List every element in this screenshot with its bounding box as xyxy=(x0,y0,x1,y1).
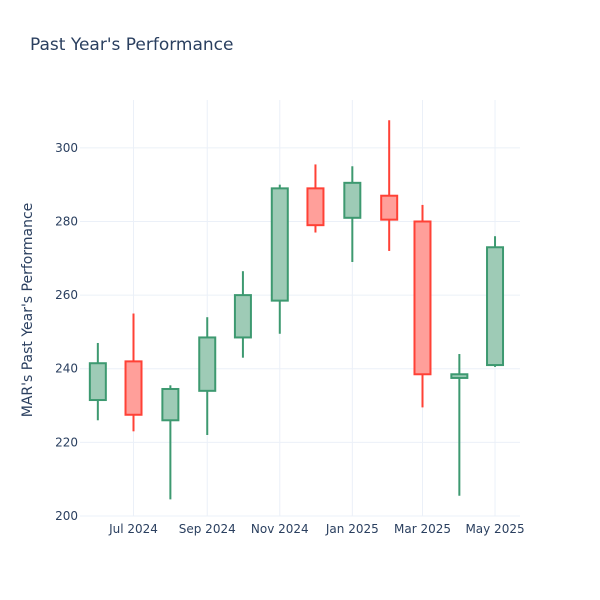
candle xyxy=(124,313,143,432)
candle xyxy=(88,342,107,421)
y-tick-label: 240 xyxy=(55,362,78,376)
candle xyxy=(450,354,469,496)
x-tick-label: Jul 2024 xyxy=(108,522,158,536)
y-tick-label: 200 xyxy=(55,509,78,523)
x-tick-label: Jan 2025 xyxy=(325,522,379,536)
candle-body xyxy=(343,181,362,219)
candle-body xyxy=(88,362,107,402)
candle-body xyxy=(450,373,469,379)
candle-body xyxy=(270,187,289,302)
x-tick-label: May 2025 xyxy=(465,522,524,536)
candle xyxy=(343,166,362,262)
y-axis-title: MAR's Past Year's Performance xyxy=(20,203,36,418)
candle-body xyxy=(380,194,399,221)
x-axis-ticks: Jul 2024 Sep 2024 Nov 2024 Jan 2025 Mar 2025… xyxy=(108,522,525,536)
candle-body xyxy=(124,360,143,416)
candle xyxy=(198,317,217,436)
candle xyxy=(413,204,432,408)
candle xyxy=(380,120,399,251)
candle xyxy=(161,385,180,500)
candle-body xyxy=(486,246,505,367)
candle-body xyxy=(161,387,180,422)
x-tick-label: Mar 2025 xyxy=(394,522,451,536)
y-tick-label: 220 xyxy=(55,435,78,449)
candle xyxy=(233,271,252,358)
candle xyxy=(270,184,289,334)
y-tick-label: 300 xyxy=(55,141,78,155)
candle-body xyxy=(198,336,217,392)
candle-body xyxy=(413,220,432,376)
x-tick-label: Sep 2024 xyxy=(179,522,236,536)
candle xyxy=(486,236,505,367)
chart-title: Past Year's Performance xyxy=(30,35,234,55)
y-axis-ticks: 200 220 240 260 280 300 xyxy=(55,141,78,523)
x-tick-label: Nov 2024 xyxy=(251,522,309,536)
candle-body xyxy=(306,187,325,227)
candle-body xyxy=(233,294,252,339)
candles xyxy=(88,120,505,500)
grid xyxy=(80,100,520,517)
y-tick-label: 260 xyxy=(55,288,78,302)
y-tick-label: 280 xyxy=(55,214,78,228)
candle xyxy=(306,164,325,233)
